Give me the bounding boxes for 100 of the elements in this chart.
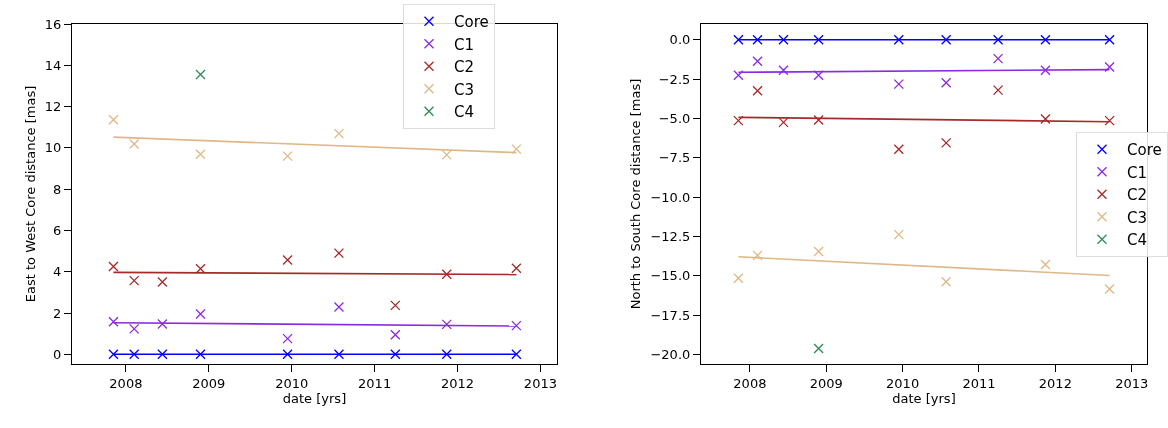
x-tick-label: 2011 [962,375,996,391]
point [129,138,140,150]
point [1040,259,1051,270]
x-tick-label: 2008 [109,375,143,391]
x-tick-label: 2010 [886,375,920,391]
point [157,318,168,330]
point [511,320,522,331]
point [941,276,952,287]
point [157,276,168,288]
point [752,250,763,261]
legend-label: Core [1127,141,1162,160]
point [813,343,824,354]
point [1040,34,1051,45]
x-tick-label: 2008 [733,375,767,391]
y-tick-label: 14 [44,57,62,73]
point [511,263,522,274]
x-tick-label: 2013 [1115,375,1149,391]
point [195,69,206,80]
x-tick-label: 2010 [275,375,309,391]
point [282,349,293,360]
x-tick-label: 2009 [809,375,843,391]
point [941,137,952,148]
point [195,349,206,360]
y-tick-label: −15.0 [650,268,691,284]
point [108,316,119,327]
y-axis-title: North to South Core distance [mas] [628,78,644,310]
point [333,301,345,313]
legend-label: Core [454,13,489,32]
legend-label: C3 [1127,208,1148,227]
point [390,329,401,340]
point [893,34,904,45]
legend-label: C3 [454,80,475,99]
point [992,34,1004,45]
point [893,229,904,240]
point [992,53,1004,64]
x-tick-label: 2009 [192,375,226,391]
legend-label: C2 [1127,186,1148,205]
legend-label: C1 [454,35,475,54]
point [1040,113,1051,125]
point [778,117,789,128]
point [511,143,522,155]
legend-label: C2 [454,58,475,77]
point [1104,283,1115,295]
x-tick-label: 2011 [358,375,392,391]
point [282,150,293,162]
y-tick-label: 2 [53,305,62,321]
point [778,65,789,76]
point [893,144,904,155]
point [1040,65,1051,76]
point [390,349,401,360]
point [992,84,1004,96]
point [441,319,452,330]
point [813,34,824,45]
y-tick-label: −2.5 [658,71,691,87]
y-tick-label: −12.5 [650,229,691,245]
point [129,323,140,335]
y-tick-label: −5.0 [658,110,691,126]
point [752,56,763,67]
point [441,269,452,280]
point [333,128,345,139]
x-axis-title: date [yrs] [282,391,347,407]
point [390,300,401,311]
legend-label: C1 [1127,163,1148,182]
point [733,273,744,284]
point [1104,61,1115,73]
point [195,263,206,274]
point [733,115,744,126]
point [941,77,952,88]
point [108,261,119,272]
point [195,149,206,160]
point [108,349,119,360]
point [813,246,824,257]
point [108,114,119,125]
point [1104,34,1115,45]
point [129,275,140,286]
point [752,34,763,45]
point [333,349,345,360]
y-tick-label: −20.0 [650,347,691,363]
x-tick-label: 2012 [440,375,475,391]
point [813,114,824,126]
x-axis-title: date [yrs] [892,391,956,407]
point [441,149,452,161]
point [195,308,206,320]
x-tick-label: 2012 [1038,375,1072,391]
y-tick-label: 10 [44,140,62,156]
legend-label: C4 [1127,231,1148,250]
point [282,333,293,344]
legend-label: C4 [454,103,475,122]
y-tick-label: 0 [53,346,62,362]
x-tick-label: 2013 [523,375,557,391]
point [441,349,452,360]
y-tick-label: 6 [53,222,62,238]
y-tick-label: −10.0 [650,189,691,205]
point [733,70,744,81]
y-tick-label: 8 [53,181,62,197]
y-tick-label: 0.0 [669,32,691,48]
point [941,34,952,45]
point [129,349,140,360]
y-tick-label: 12 [44,99,62,115]
point [752,85,763,96]
